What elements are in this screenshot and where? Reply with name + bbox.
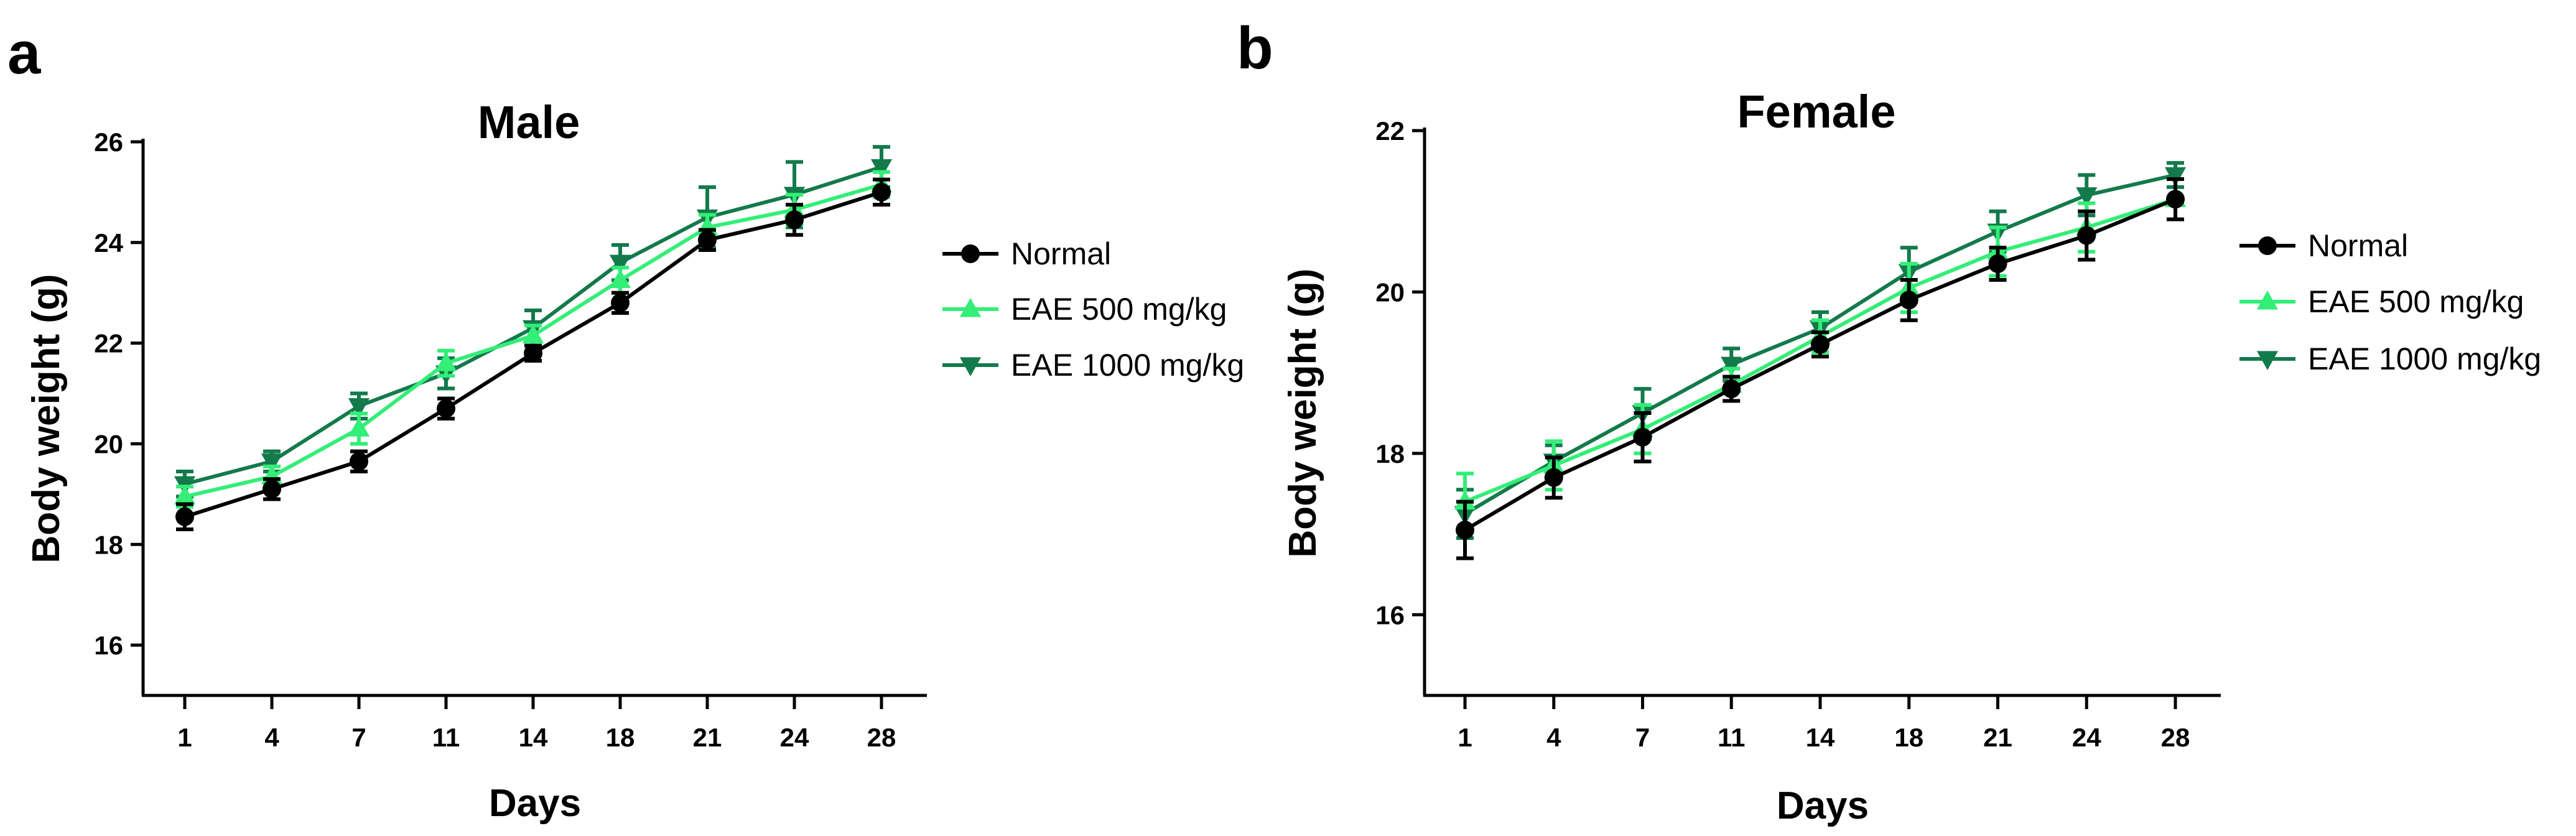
x-tick-label: 14 [519, 723, 548, 752]
legend: Normal EAE 500 mg/kg EAE 1000 mg/kg [942, 236, 1244, 383]
x-tick-label: 21 [693, 723, 722, 752]
data-point [1899, 290, 1918, 310]
data-point [1811, 335, 1830, 354]
series-normal [1456, 177, 2185, 560]
legend-item: Normal [2239, 228, 2408, 263]
y-tick-label: 20 [1375, 277, 1405, 307]
legend-marker [2256, 351, 2279, 370]
data-point [2166, 190, 2185, 209]
legend-label: Normal [2308, 228, 2408, 263]
data-point [1633, 427, 1652, 447]
data-point [2164, 167, 2187, 187]
data-point [611, 293, 630, 312]
legend-item: Normal [942, 236, 1111, 271]
panel-letter: b [1237, 15, 1273, 81]
y-tick-label: 24 [94, 228, 123, 258]
x-axis-label: Days [1777, 784, 1869, 827]
x-tick-label: 24 [780, 723, 809, 752]
legend-label: EAE 1000 mg/kg [1011, 348, 1244, 383]
y-tick-label: 16 [1375, 600, 1405, 629]
legend: Normal EAE 500 mg/kg EAE 1000 mg/kg [2239, 228, 2541, 376]
y-tick-label: 18 [1375, 439, 1405, 468]
data-point [1544, 468, 1563, 487]
legend-item: EAE 1000 mg/kg [2239, 341, 2541, 376]
legend-label: EAE 1000 mg/kg [2308, 341, 2541, 376]
x-axis-label: Days [489, 782, 581, 825]
x-tick-label: 11 [1718, 723, 1745, 752]
data-point [1721, 356, 1742, 376]
x-tick-label: 18 [1894, 723, 1923, 752]
data-point [2077, 226, 2096, 245]
legend-item: EAE 500 mg/kg [2239, 284, 2524, 319]
y-tick-label: 18 [94, 530, 123, 559]
legend-marker [961, 244, 980, 263]
y-tick-label: 20 [94, 429, 123, 458]
legend-marker [2258, 236, 2277, 255]
x-tick-label: 21 [1983, 723, 2012, 752]
x-tick-label: 1 [177, 723, 192, 752]
x-tick-label: 28 [2161, 723, 2190, 752]
data-point [437, 399, 455, 418]
chart-title: Female [1737, 86, 1895, 137]
y-axis-label: Body weight (g) [25, 274, 68, 564]
y-tick-label: 22 [94, 329, 123, 358]
data-point [524, 343, 542, 363]
data-point [1988, 254, 2007, 274]
data-point [872, 182, 891, 202]
data-point [348, 417, 370, 437]
data-point [175, 507, 194, 526]
data-point [870, 159, 893, 179]
y-tick-label: 26 [94, 128, 123, 157]
data-point [698, 230, 717, 249]
data-point [350, 452, 368, 471]
x-tick-label: 1 [1458, 723, 1472, 752]
x-tick-label: 14 [1806, 723, 1835, 752]
data-point [435, 352, 457, 371]
x-tick-label: 7 [351, 723, 366, 752]
x-tick-label: 28 [867, 723, 896, 752]
data-point [1456, 521, 1474, 540]
legend-label: EAE 500 mg/kg [1011, 292, 1227, 327]
x-tick-label: 7 [1635, 723, 1650, 752]
data-point [1722, 379, 1741, 399]
data-point [348, 398, 370, 417]
data-point [785, 210, 804, 230]
y-tick-label: 22 [1375, 116, 1405, 146]
x-tick-label: 18 [606, 723, 635, 752]
legend-marker [959, 298, 982, 317]
y-tick-label: 16 [94, 631, 123, 660]
data-point [522, 324, 544, 344]
legend-marker [2256, 290, 2279, 310]
series-normal [175, 177, 891, 531]
x-tick-label: 11 [432, 723, 460, 752]
data-point [609, 254, 631, 274]
data-point [2076, 187, 2098, 207]
x-tick-label: 4 [264, 723, 279, 752]
chart-title: Male [478, 96, 580, 148]
x-tick-label: 24 [2072, 723, 2101, 752]
legend-item: EAE 1000 mg/kg [942, 348, 1244, 383]
data-point [263, 480, 281, 499]
legend-label: EAE 500 mg/kg [2308, 284, 2524, 319]
data-point [609, 269, 631, 289]
panel-letter: a [7, 20, 41, 86]
data-point [174, 485, 196, 505]
legend-marker [959, 357, 982, 376]
legend-label: Normal [1011, 236, 1111, 271]
legend-item: EAE 500 mg/kg [942, 292, 1227, 327]
data-point [261, 453, 283, 473]
x-tick-label: 4 [1546, 723, 1561, 752]
y-axis-label: Body weight (g) [1281, 269, 1324, 558]
